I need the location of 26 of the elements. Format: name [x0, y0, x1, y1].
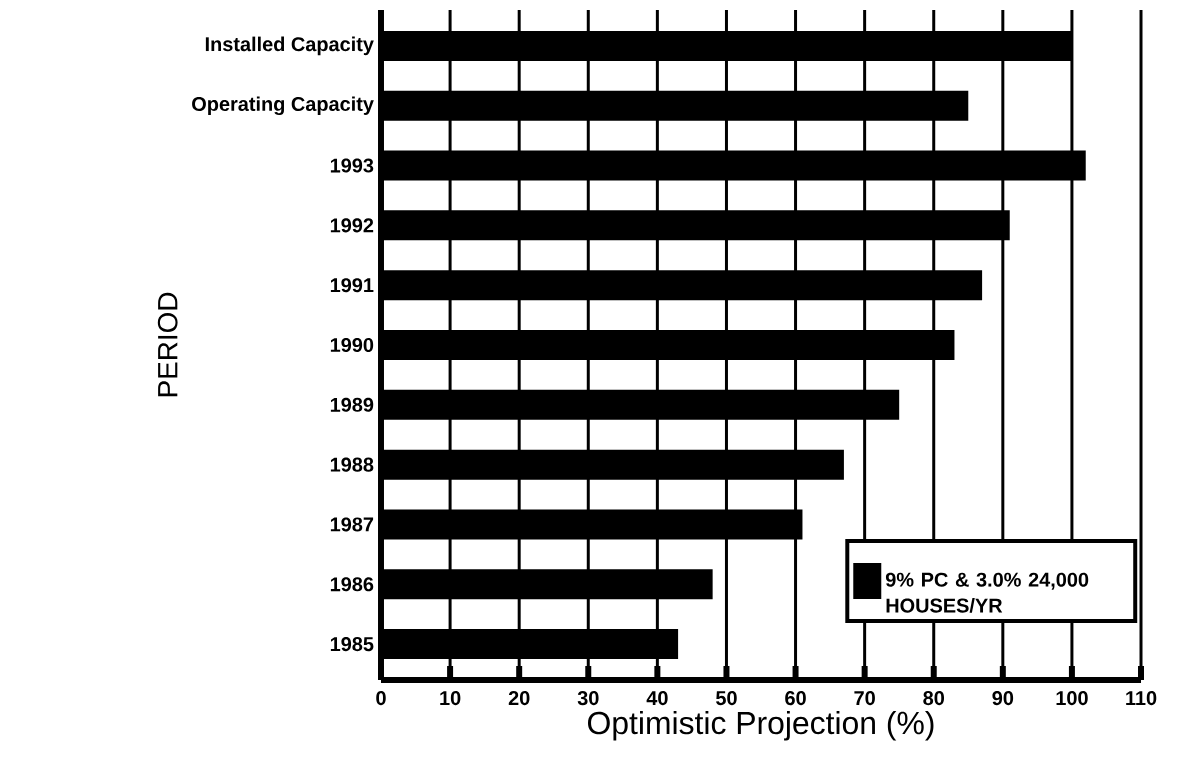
x-tick-label: 50 — [716, 691, 737, 706]
x-tick-label: 110 — [1126, 691, 1157, 706]
x-tick-label: 70 — [854, 691, 875, 706]
x-axis-title: Optimistic Projection (%) — [588, 710, 934, 741]
x-tick-label: 10 — [440, 691, 461, 706]
y-tick-label: 1987 — [330, 517, 374, 532]
y-tick-label: 1985 — [330, 637, 374, 652]
y-tick-label: 1986 — [330, 577, 374, 592]
x-tick-label: 90 — [992, 691, 1014, 706]
x-tick-label: 100 — [1056, 691, 1088, 706]
y-axis-title: PERIOD — [157, 292, 178, 397]
y-tick-label: 1991 — [330, 278, 374, 293]
x-tick-label: 20 — [508, 691, 530, 706]
x-tick-label: 40 — [646, 691, 668, 706]
y-tick-label: 1989 — [330, 397, 374, 412]
x-tick-label: 0 — [376, 691, 386, 706]
legend-label: 9% PC & 3.0% 24,000 HOUSES/YR — [885, 572, 1089, 613]
y-tick-label: Installed Capacity — [205, 36, 374, 56]
y-tick-label: 1992 — [330, 218, 374, 233]
x-tick-label: 60 — [785, 691, 806, 706]
y-tick-label: 1990 — [330, 337, 374, 353]
y-tick-label: Operating Capacity — [192, 96, 374, 116]
x-tick-label: 80 — [923, 691, 945, 706]
y-tick-label: 1988 — [330, 457, 374, 472]
y-tick-label: 1993 — [330, 158, 374, 173]
x-tick-label: 30 — [577, 691, 599, 706]
